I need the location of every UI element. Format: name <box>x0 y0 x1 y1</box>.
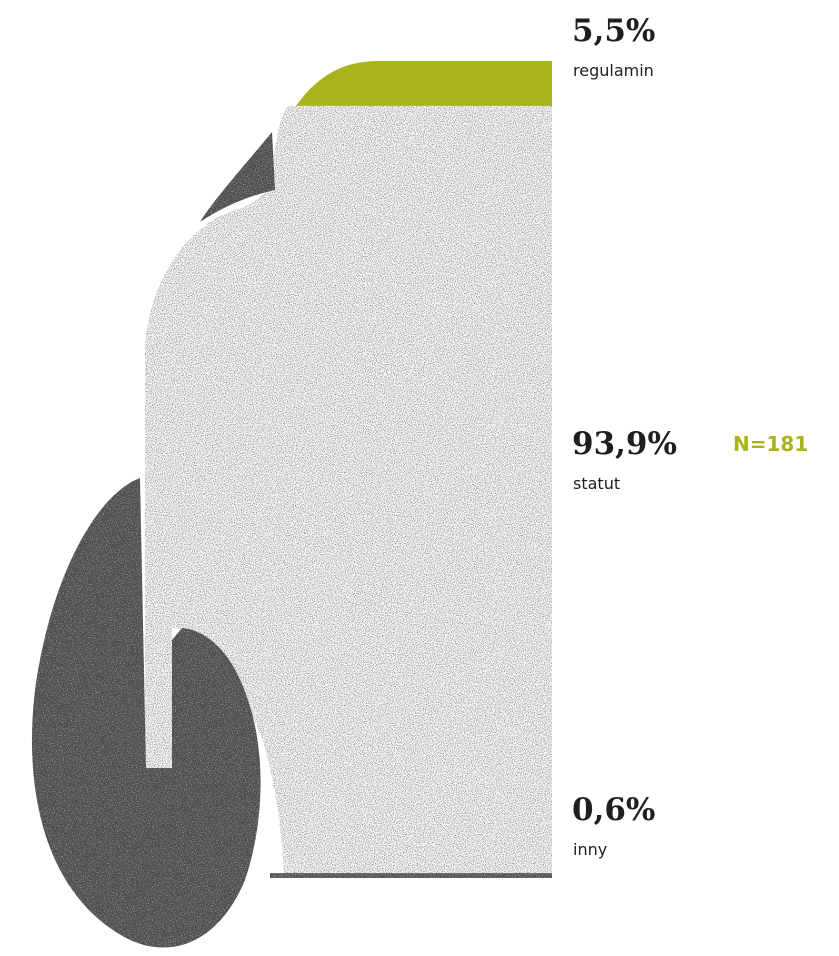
bar-segment-regulamin <box>296 61 552 106</box>
bar-stack <box>145 61 552 878</box>
decorative-figure <box>31 132 275 948</box>
category-label-statut: statut <box>573 474 621 493</box>
value-label-statut: 93,9% <box>572 426 677 462</box>
bar-segment-statut <box>145 105 552 874</box>
value-label-inny: 0,6% <box>572 792 656 828</box>
bar-segment-inny <box>270 873 552 878</box>
category-label-regulamin: regulamin <box>573 61 654 80</box>
category-label-inny: inny <box>573 840 608 859</box>
sample-size-label: N=181 <box>733 432 809 456</box>
value-label-regulamin: 5,5% <box>572 13 656 49</box>
